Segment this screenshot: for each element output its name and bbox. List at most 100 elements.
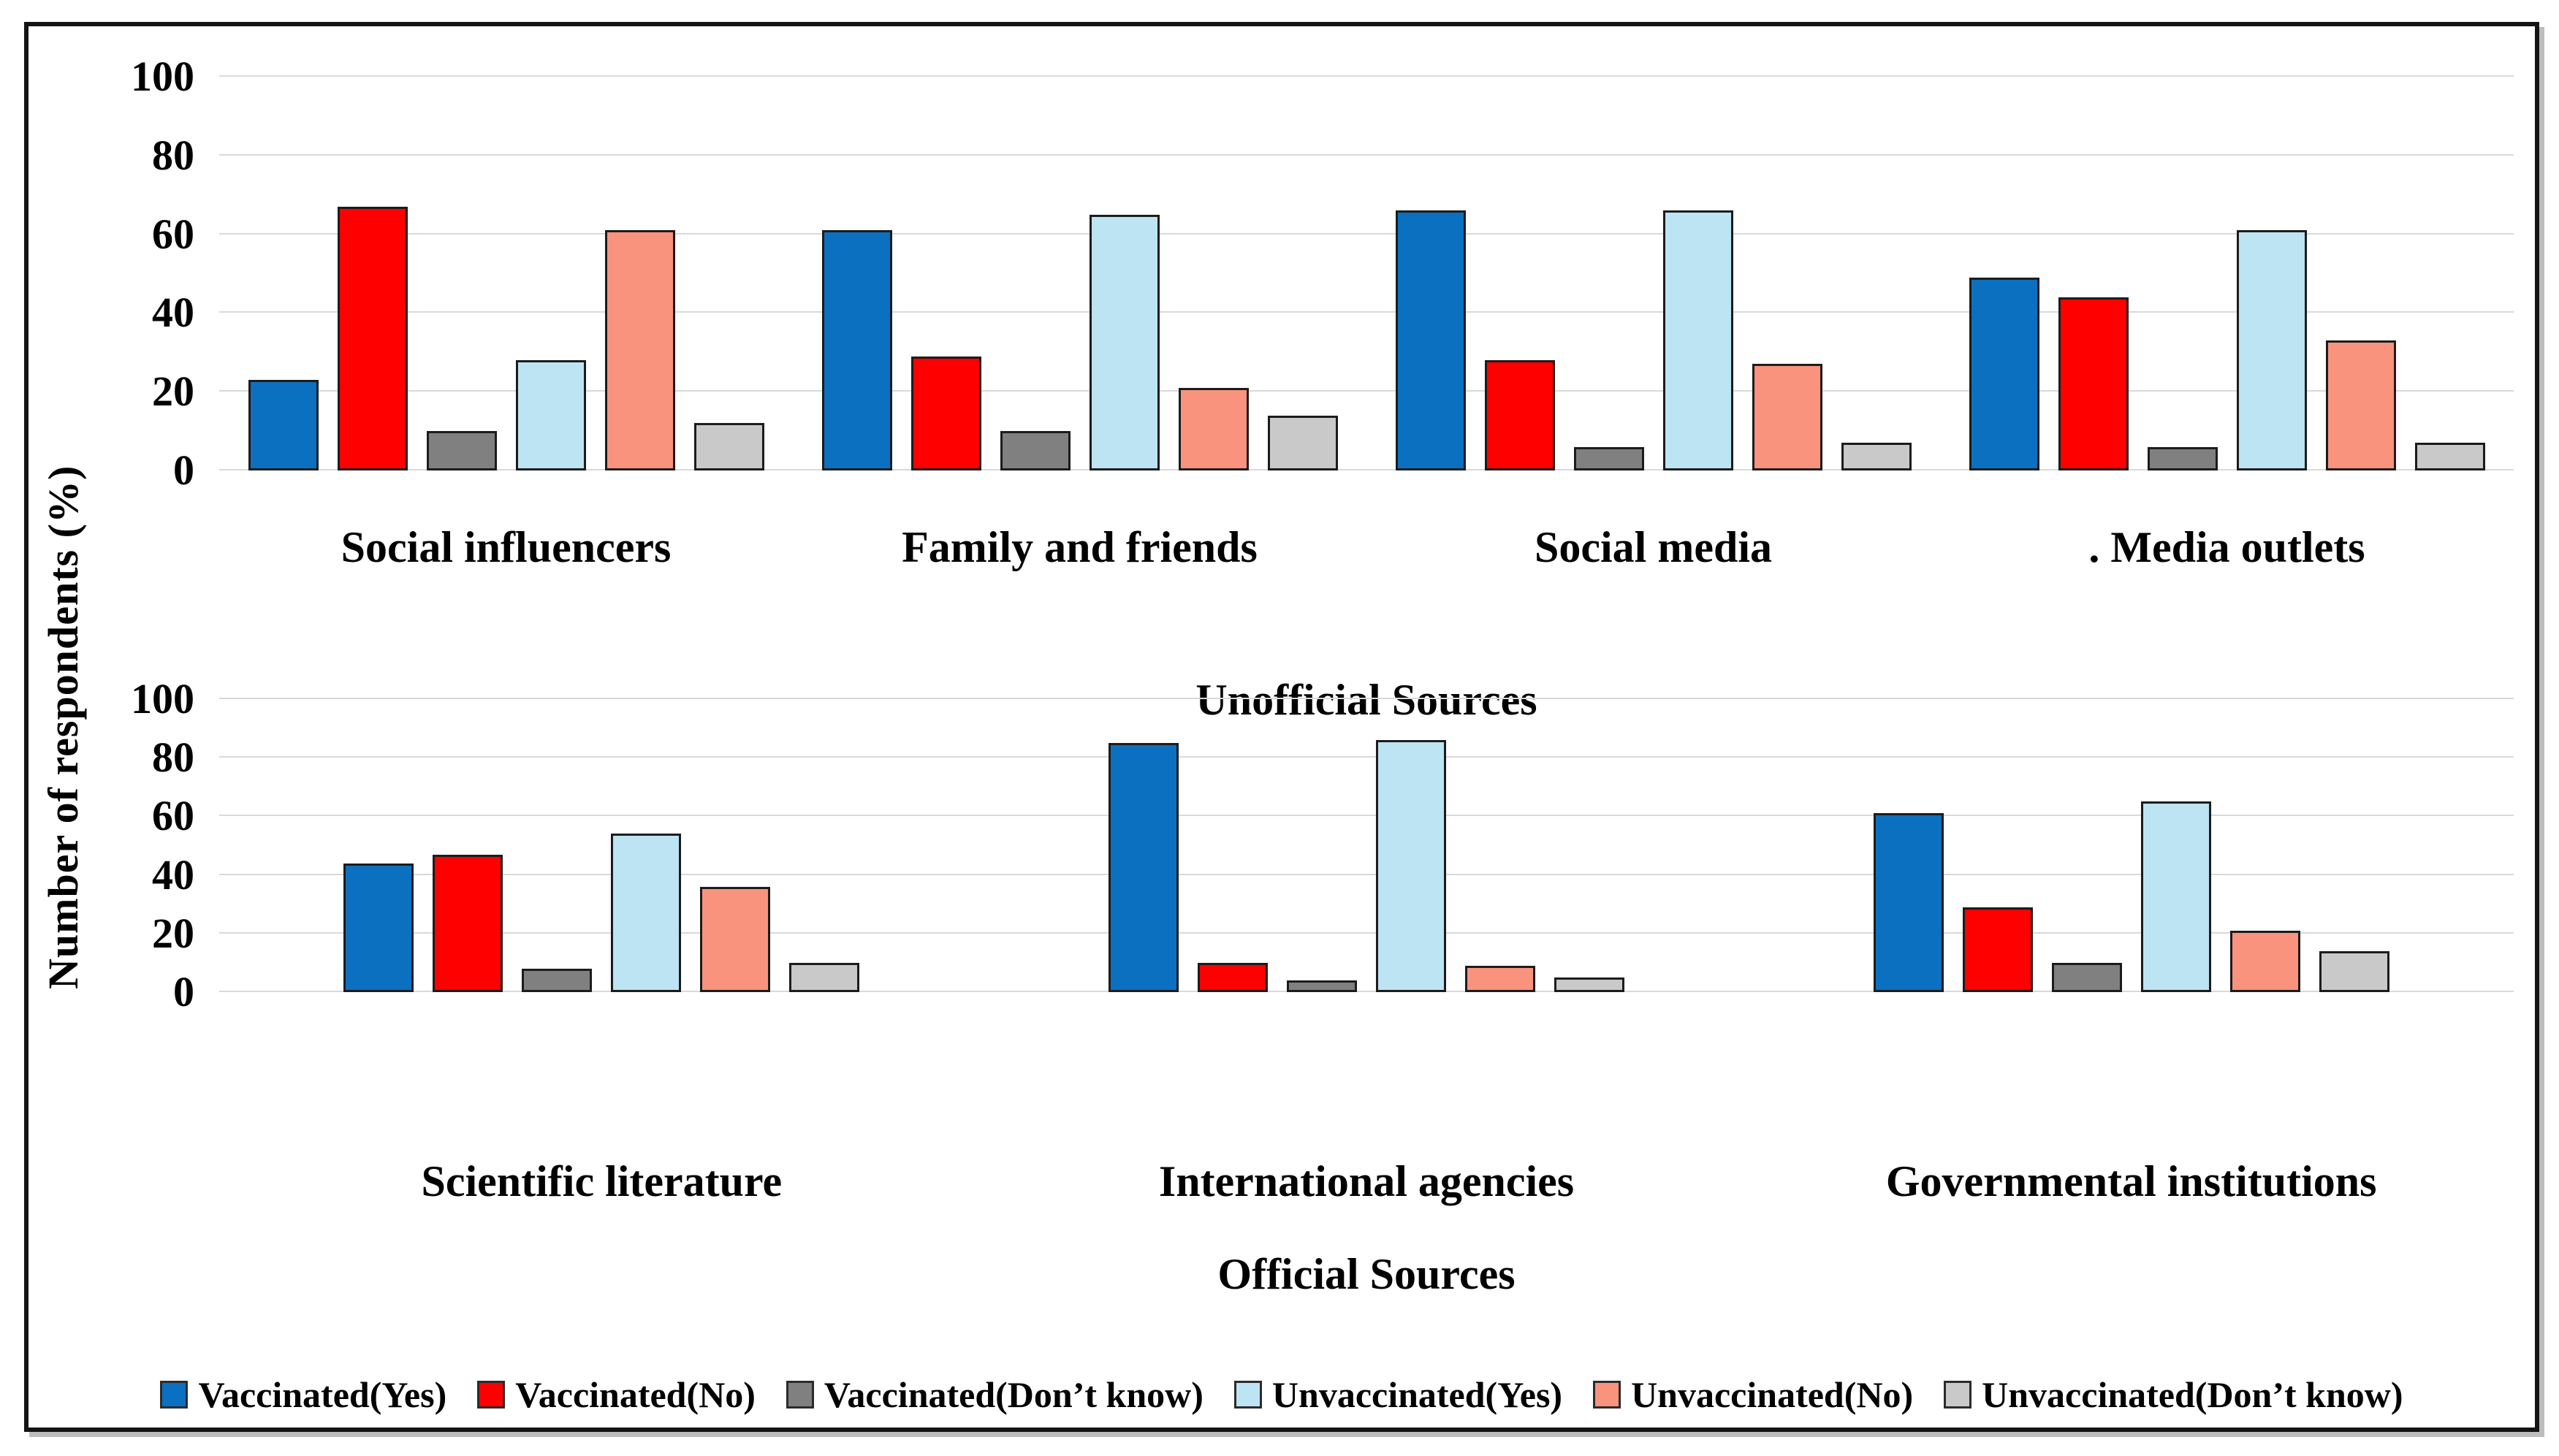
legend-swatch	[160, 1381, 189, 1409]
y-tick-20: 20	[152, 367, 194, 416]
bar-group	[793, 77, 1366, 470]
plot-area-unofficial: 0 20 40 60 80 100	[131, 56, 2514, 492]
legend-swatch	[477, 1381, 506, 1409]
y-tick-80: 80	[152, 131, 194, 179]
bar-unvaccinated-yes-	[1662, 210, 1733, 470]
bar-vaccinated-no-	[1198, 962, 1268, 992]
legend-label: Unvaccinated(No)	[1631, 1374, 1914, 1415]
legend-label: Vaccinated(Don’t know)	[824, 1374, 1204, 1415]
bar-unvaccinated-don-t-know-	[2414, 443, 2485, 470]
bar-unvaccinated-yes-	[1089, 214, 1160, 470]
bar-group	[219, 77, 793, 470]
legend-label: Vaccinated(No)	[515, 1374, 756, 1415]
bar-unvaccinated-no-	[604, 230, 675, 470]
bar-vaccinated-don-t-know-	[1000, 431, 1071, 470]
gridline-20	[219, 390, 2514, 392]
gridline-40	[219, 311, 2514, 313]
y-tick-60: 60	[152, 792, 194, 840]
bar-unvaccinated-yes-	[515, 360, 586, 470]
gridline-0	[219, 469, 2514, 470]
gridline-100	[219, 698, 2514, 699]
legend-item: Vaccinated(No)	[477, 1376, 756, 1413]
gridline-60	[219, 815, 2514, 817]
y-axis-title: Number of respondents (%)	[39, 465, 87, 989]
gridline-100	[219, 75, 2514, 77]
legend-item: Unvaccinated(Don’t know)	[1944, 1376, 2403, 1413]
legend-swatch	[786, 1381, 814, 1409]
bar-vaccinated-yes-	[248, 380, 319, 470]
gridline-80	[219, 153, 2514, 156]
bar-group	[984, 699, 1749, 992]
bar-vaccinated-yes-	[821, 230, 892, 470]
bar-vaccinated-don-t-know-	[426, 431, 497, 470]
bar-group	[1940, 77, 2514, 470]
bar-vaccinated-yes-	[343, 863, 414, 992]
bar-group	[1366, 77, 1940, 470]
legend-swatch	[1233, 1381, 1262, 1409]
category-label: . Media outlets	[2088, 523, 2365, 571]
bar-vaccinated-no-	[2058, 297, 2129, 470]
legend: Vaccinated(Yes) Vaccinated(No) Vaccinated(…	[36, 1376, 2528, 1413]
category-label: Governmental institutions	[1885, 1157, 2377, 1205]
bar-vaccinated-don-t-know-	[1287, 980, 1357, 992]
legend-swatch	[1593, 1381, 1621, 1409]
bar-vaccinated-no-	[433, 854, 503, 992]
bar-unvaccinated-no-	[1752, 364, 1822, 470]
bar-group	[1749, 699, 2514, 992]
bar-vaccinated-no-	[337, 206, 408, 470]
gridline-60	[219, 232, 2514, 235]
legend-label: Unvaccinated(Yes)	[1271, 1374, 1563, 1415]
category-label: International agencies	[1158, 1157, 1575, 1205]
bar-unvaccinated-yes-	[2236, 230, 2307, 470]
bar-vaccinated-don-t-know-	[522, 968, 593, 992]
bar-group	[219, 699, 984, 992]
bar-unvaccinated-yes-	[1376, 740, 1446, 992]
bar-unvaccinated-don-t-know-	[1841, 443, 1912, 470]
bar-vaccinated-yes-	[1109, 743, 1179, 992]
bar-vaccinated-yes-	[1395, 210, 1466, 470]
legend-label: Unvaccinated(Don’t know)	[1982, 1374, 2403, 1415]
category-labels-unofficial: Social influencers Family and friends Soci…	[219, 523, 2514, 571]
bar-unvaccinated-yes-	[2140, 801, 2211, 992]
category-label: Social media	[1535, 523, 1772, 571]
category-label: Social influencers	[341, 523, 672, 571]
bar-unvaccinated-don-t-know-	[789, 962, 860, 992]
y-tick-100: 100	[131, 53, 194, 100]
bar-vaccinated-no-	[910, 356, 981, 470]
legend-label: Vaccinated(Yes)	[198, 1374, 447, 1415]
bar-unvaccinated-no-	[2325, 340, 2396, 470]
bar-unvaccinated-don-t-know-	[1267, 415, 1338, 470]
bar-vaccinated-don-t-know-	[2051, 962, 2122, 992]
legend-item: Unvaccinated(Yes)	[1233, 1374, 1563, 1415]
bar-vaccinated-don-t-know-	[1573, 446, 1644, 470]
legend-item: Vaccinated(Yes)	[160, 1376, 446, 1413]
bar-unvaccinated-don-t-know-	[693, 423, 764, 470]
bar-unvaccinated-no-	[1465, 965, 1535, 992]
category-label: Family and friends	[902, 523, 1258, 571]
plot-area-official: 0 20 40 60 80 100	[131, 678, 2514, 1013]
bar-vaccinated-yes-	[1969, 277, 2039, 470]
bar-unvaccinated-yes-	[611, 834, 682, 992]
bar-vaccinated-yes-	[1873, 813, 1944, 992]
x-axis-title-official: Official Sources	[1217, 1250, 1516, 1298]
y-tick-0: 0	[173, 446, 194, 494]
gridline-80	[219, 756, 2514, 758]
x-axis-title-unofficial: Unofficial Sources	[1195, 676, 1537, 724]
bar-unvaccinated-no-	[700, 886, 771, 992]
y-tick-40: 40	[152, 289, 194, 337]
y-tick-20: 20	[152, 909, 194, 957]
gridline-40	[219, 873, 2514, 875]
gridline-0	[219, 991, 2514, 992]
bar-unvaccinated-don-t-know-	[1554, 977, 1624, 992]
y-tick-60: 60	[152, 210, 194, 258]
bar-unvaccinated-don-t-know-	[2319, 950, 2389, 992]
gridline-20	[219, 931, 2514, 934]
y-tick-40: 40	[152, 850, 194, 899]
category-label: Scientific literature	[421, 1157, 783, 1205]
bar-vaccinated-no-	[1484, 360, 1555, 470]
bar-unvaccinated-no-	[1178, 387, 1249, 470]
bar-unvaccinated-no-	[2229, 930, 2300, 992]
legend-item: Unvaccinated(No)	[1593, 1376, 1913, 1413]
category-labels-official: Scientific literature International agenc…	[219, 1157, 2514, 1205]
legend-swatch	[1944, 1381, 1972, 1409]
